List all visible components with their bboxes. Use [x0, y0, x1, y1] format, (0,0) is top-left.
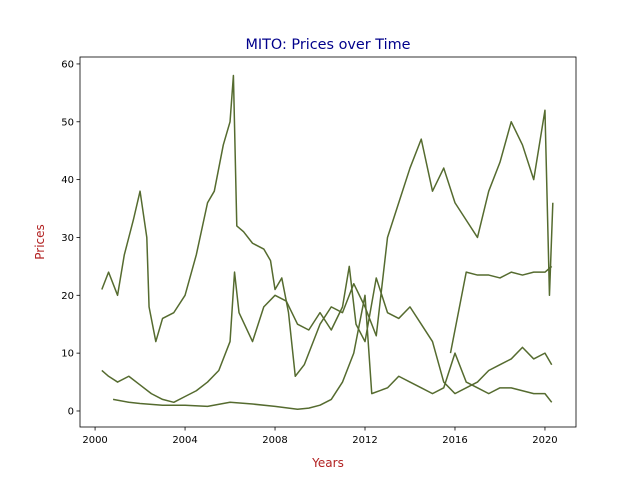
y-tick-label: 40 [61, 175, 74, 186]
price-line [449, 265, 553, 354]
x-tick-label: 2020 [532, 435, 557, 446]
x-tick-label: 2008 [262, 435, 287, 446]
price-line [101, 74, 554, 378]
price-line [112, 294, 553, 410]
x-tick-label: 2012 [352, 435, 377, 446]
x-axis-label: Years [311, 456, 344, 470]
y-tick-label: 0 [68, 406, 74, 417]
y-tick-label: 60 [61, 59, 74, 70]
y-axis-label: Prices [33, 224, 47, 260]
price-line [101, 265, 553, 404]
chart-title: MITO: Prices over Time [245, 37, 410, 53]
x-tick-label: 2016 [442, 435, 467, 446]
y-tick-label: 50 [61, 117, 74, 128]
plot-area [101, 74, 554, 410]
x-tick-label: 2004 [172, 435, 197, 446]
x-tick-label: 2000 [82, 435, 107, 446]
axes-frame [79, 56, 577, 428]
y-tick-label: 10 [61, 349, 74, 360]
y-tick-label: 20 [61, 291, 74, 302]
y-tick-label: 30 [61, 233, 74, 244]
